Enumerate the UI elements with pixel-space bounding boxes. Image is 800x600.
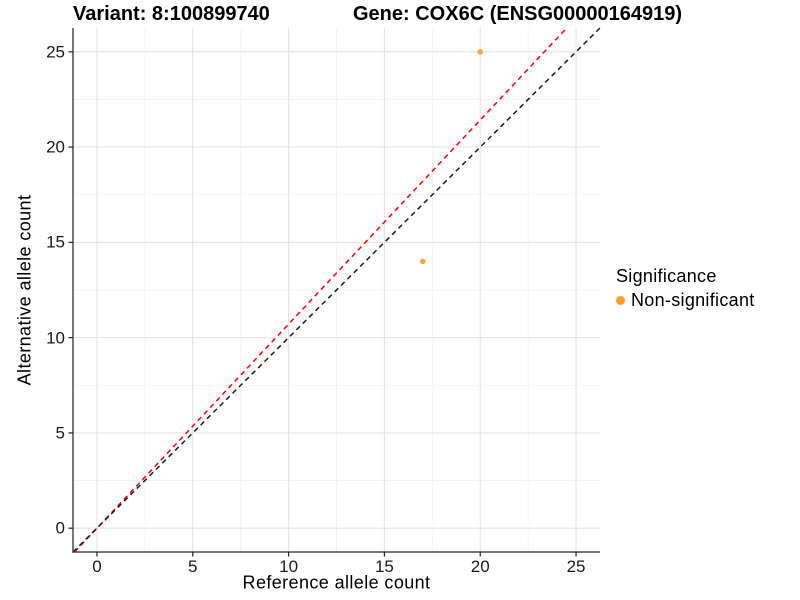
- legend-item: Non-significant: [616, 290, 755, 310]
- legend: Significance Non-significant: [616, 266, 755, 310]
- x-axis-label: Reference allele count: [242, 572, 431, 593]
- data-point: [419, 258, 426, 265]
- tick-marks: [68, 51, 577, 557]
- x-tick-label: 10: [279, 557, 299, 576]
- y-tick-label: 10: [46, 328, 65, 348]
- gridlines-major: [73, 28, 600, 552]
- x-tick-label: 0: [92, 557, 102, 576]
- x-tick-label: 20: [470, 557, 490, 576]
- x-tick-label: 25: [566, 557, 586, 576]
- x-tick-label: 5: [188, 557, 198, 576]
- variant-title: Variant: 8:100899740: [73, 3, 270, 25]
- data-point: [477, 49, 484, 55]
- x-tick-label: 15: [374, 557, 394, 576]
- y-tick-label: 25: [46, 42, 65, 62]
- y-tick-label: 20: [46, 137, 65, 157]
- identity-line: [72, 27, 601, 553]
- data-points: [419, 49, 484, 265]
- axis-lines: [72, 28, 600, 553]
- y-tick-label: 15: [46, 232, 65, 252]
- legend-title: Significance: [616, 266, 717, 286]
- legend-point-icon: [616, 295, 625, 305]
- gene-title: Gene: COX6C (ENSG00000164919): [353, 3, 683, 25]
- fit-line: [74, 27, 568, 553]
- legend-item-label: Non-significant: [631, 290, 755, 310]
- reference-lines: [72, 27, 601, 553]
- y-axis-label: Alternative allele count: [14, 194, 35, 386]
- gridlines-minor: [73, 28, 600, 552]
- y-tick-label: 5: [55, 423, 65, 443]
- y-tick-label: 0: [55, 518, 65, 538]
